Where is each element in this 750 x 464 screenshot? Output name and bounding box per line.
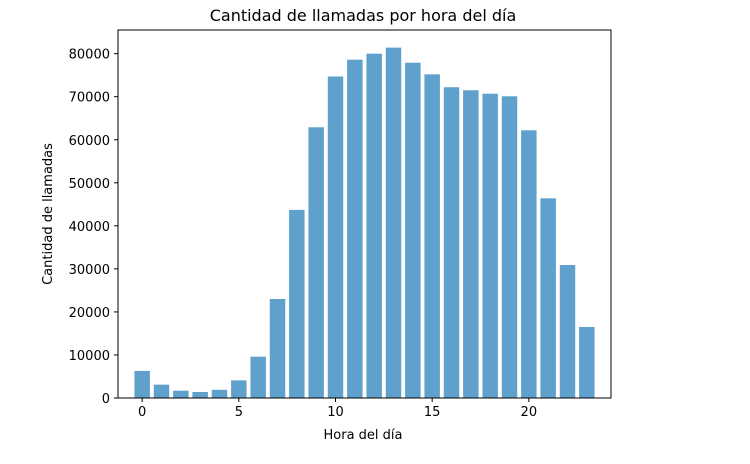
- y-tick-label: 20000: [69, 306, 110, 321]
- y-axis-label: Cantidad de llamadas: [41, 143, 56, 285]
- y-tick-label: 60000: [69, 134, 110, 149]
- bar-hour-14: [405, 62, 421, 398]
- bar-hour-5: [231, 380, 247, 398]
- bars-group: [134, 47, 595, 399]
- bar-hour-4: [211, 389, 228, 398]
- x-tick-label: 5: [235, 405, 243, 420]
- chart-title: Cantidad de llamadas por hora del día: [210, 6, 517, 25]
- bar-hour-12: [366, 53, 382, 398]
- bar-hour-0: [134, 370, 150, 398]
- bar-hour-23: [579, 326, 595, 398]
- bar-hour-10: [327, 76, 344, 399]
- plot-frame: [117, 29, 612, 399]
- y-tick-label: 10000: [69, 349, 110, 364]
- bar-hour-16: [443, 87, 460, 398]
- x-tick-label: 0: [138, 405, 146, 420]
- bar-hour-2: [173, 390, 189, 398]
- bar-hour-7: [269, 299, 286, 398]
- bar-hour-3: [192, 391, 208, 398]
- bar-hour-8: [289, 209, 305, 398]
- x-tick-label: 20: [521, 405, 538, 420]
- bar-hour-6: [250, 356, 266, 398]
- bar-hour-11: [347, 59, 363, 399]
- x-tick-label: 10: [327, 405, 344, 420]
- bar-hour-13: [385, 47, 402, 398]
- bar-hour-15: [424, 74, 440, 399]
- y-tick-label: 50000: [69, 177, 110, 192]
- y-axis-ticks: 0 10000 20000 30000 40000 50000 60000 70000 8000…: [69, 48, 118, 407]
- bar-hour-17: [463, 90, 479, 398]
- bar-hour-19: [501, 96, 518, 398]
- bar-hour-20: [521, 130, 537, 398]
- y-tick-label: 80000: [69, 48, 110, 63]
- x-axis-ticks: 0 5 10 15 20: [138, 398, 537, 420]
- bar-hour-1: [153, 384, 170, 398]
- bar-hour-21: [540, 198, 556, 398]
- x-axis-label: Hora del día: [324, 428, 403, 443]
- y-tick-label: 30000: [69, 263, 110, 278]
- y-tick-label: 70000: [69, 91, 110, 106]
- y-tick-label: 0: [102, 392, 110, 407]
- bar-hour-22: [559, 265, 576, 398]
- bar-hour-9: [308, 127, 324, 398]
- x-tick-label: 15: [424, 405, 441, 420]
- bar-hour-18: [482, 93, 498, 398]
- y-tick-label: 40000: [69, 220, 110, 235]
